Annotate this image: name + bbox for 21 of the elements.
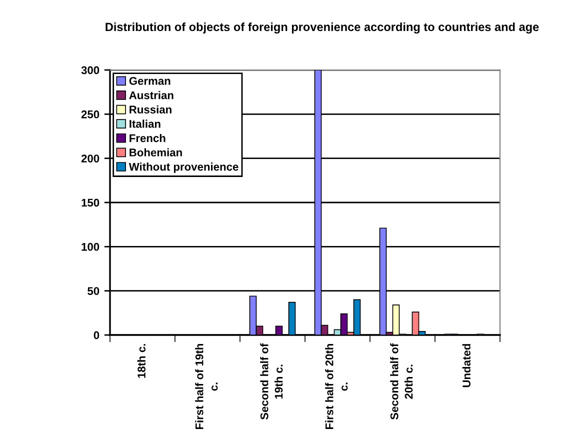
x-tick-label: First half of 20th c. <box>325 344 348 430</box>
x-tick-label: Second half of 20th c. <box>390 343 413 420</box>
y-tick-label: 250 <box>81 110 100 118</box>
y-tick-label: 150 <box>82 198 100 207</box>
y-tick-label: 200 <box>81 154 100 162</box>
y-tick-label: 0 <box>94 331 100 340</box>
legend-label: Without provenience <box>128 162 238 173</box>
legend-label: Austrian <box>129 91 174 100</box>
x-tick-label: Undated <box>462 344 470 388</box>
y-tick-label: 100 <box>82 242 100 251</box>
legend-label: Italian <box>130 120 160 128</box>
legend-label: French <box>130 134 166 142</box>
x-tick-label: Second half of 19th c. <box>260 343 283 420</box>
y-tick-label: 300 <box>81 66 100 74</box>
x-tick-label: First half of 19th c. <box>195 344 218 430</box>
legend-label: German <box>129 77 170 85</box>
chart-title: Distribution of objects of foreign provenience according to countries and age <box>106 22 539 34</box>
x-tick-label: 18th c. <box>137 344 146 378</box>
y-tick-label: 50 <box>88 287 100 295</box>
legend-label: Russian <box>130 105 172 114</box>
legend-label: Bohemian <box>130 148 182 156</box>
